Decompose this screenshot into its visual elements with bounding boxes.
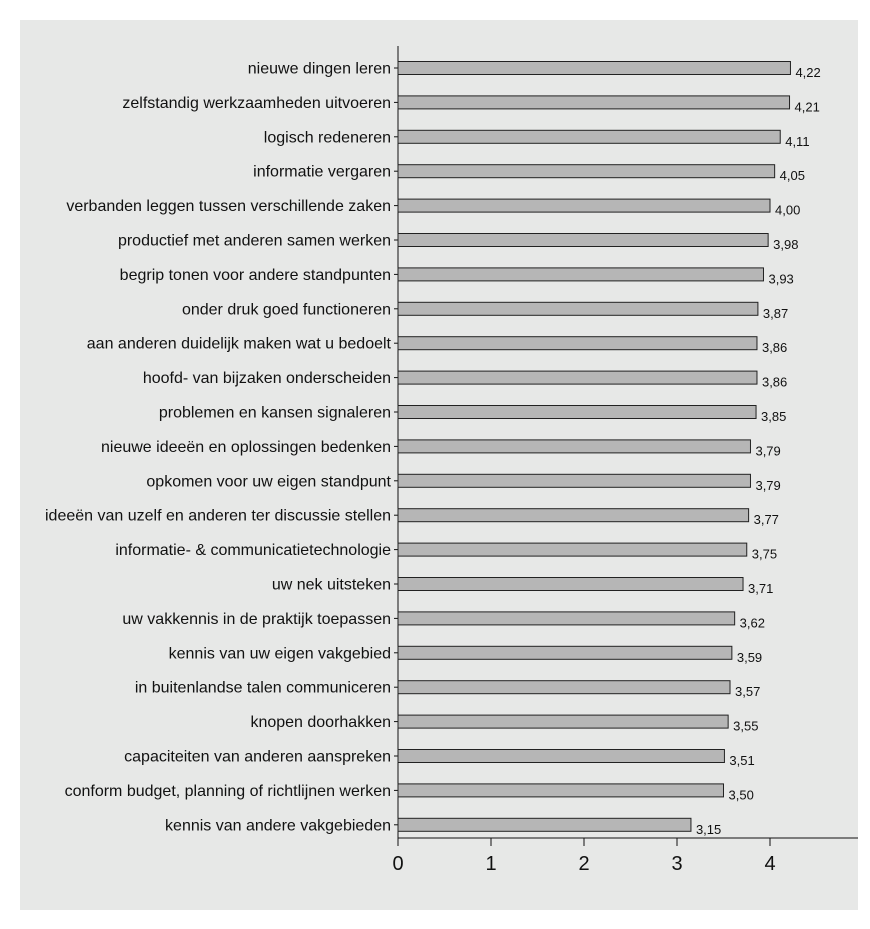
category-label: capaciteiten van anderen aanspreken	[124, 749, 391, 766]
bar	[397, 405, 757, 419]
category-label: uw nek uitsteken	[272, 577, 391, 594]
category-label: conform budget, planning of richtlijnen …	[65, 783, 391, 800]
bar	[397, 817, 692, 832]
value-label: 3,71	[748, 581, 773, 596]
category-label: hoofd- van bijzaken onderscheiden	[143, 370, 391, 387]
value-label: 3,50	[729, 787, 754, 802]
value-label: 3,85	[761, 409, 786, 424]
bar	[397, 61, 791, 75]
bar	[397, 714, 729, 729]
x-tick-label: 1	[485, 853, 496, 875]
bar	[397, 164, 776, 179]
value-label: 3,15	[696, 822, 721, 837]
category-label: ideeën van uzelf en anderen ter discussi…	[45, 508, 391, 525]
category-label: verbanden leggen tussen verschillende za…	[66, 198, 391, 215]
category-label: informatie vergaren	[253, 164, 391, 181]
value-label: 3,55	[733, 719, 758, 734]
category-label: problemen en kansen signaleren	[159, 405, 391, 422]
bar	[397, 542, 748, 557]
value-label: 4,21	[795, 99, 820, 114]
bar	[397, 370, 758, 385]
value-label: 3,79	[755, 478, 780, 493]
value-label: 3,59	[737, 650, 762, 665]
chart-panel: 0 1 2 3 4 5 nieuwe dingen leren 4,22 zelfstandig…	[20, 20, 858, 910]
category-label: onder druk goed functioneren	[182, 301, 391, 318]
bar	[397, 301, 759, 316]
bar	[397, 198, 771, 213]
bar	[397, 336, 758, 351]
value-label: 3,75	[752, 547, 777, 562]
bar	[397, 680, 731, 695]
x-tick-label: 2	[578, 853, 589, 875]
value-label: 4,11	[785, 134, 809, 149]
bar	[397, 129, 781, 144]
category-label: informatie- & communicatietechnologie	[115, 542, 391, 559]
value-label: 3,93	[768, 271, 793, 286]
value-label: 3,86	[762, 340, 787, 355]
category-label: productief met anderen samen werken	[118, 233, 391, 250]
category-label: uw vakkennis in de praktijk toepassen	[122, 611, 391, 628]
bar	[397, 233, 769, 247]
value-label: 3,87	[763, 306, 788, 321]
bar	[397, 439, 751, 454]
category-label: aan anderen duidelijk maken wat u bedoel…	[87, 336, 392, 353]
value-label: 3,62	[740, 615, 765, 630]
value-label: 3,98	[773, 237, 798, 252]
category-label: kennis van uw eigen vakgebied	[169, 645, 391, 662]
category-label: begrip tonen voor andere standpunten	[120, 267, 391, 284]
bar-chart: 0 1 2 3 4 5 nieuwe dingen leren 4,22 zelfstandig…	[45, 46, 858, 875]
category-label: kennis van andere vakgebieden	[165, 817, 391, 834]
value-label: 3,51	[729, 753, 754, 768]
x-tick-label: 3	[671, 853, 682, 875]
x-tick-label: 5	[857, 853, 858, 875]
bar	[397, 577, 744, 591]
value-label: 3,57	[735, 684, 760, 699]
bar	[397, 749, 725, 763]
bar	[397, 508, 750, 523]
bar	[397, 473, 751, 488]
category-label: knopen doorhakken	[250, 714, 391, 731]
value-label: 3,77	[754, 512, 779, 527]
bar	[397, 783, 724, 798]
category-label: nieuwe ideeën en oplossingen bedenken	[101, 439, 391, 456]
bar	[397, 95, 791, 110]
value-label: 4,00	[775, 203, 800, 218]
x-tick-label: 4	[764, 853, 775, 875]
category-label: nieuwe dingen leren	[248, 61, 391, 78]
value-label: 3,79	[755, 443, 780, 458]
value-label: 3,86	[762, 375, 787, 390]
category-label: in buitenlandse talen communiceren	[135, 680, 391, 697]
category-label: zelfstandig werkzaamheden uitvoeren	[122, 95, 391, 112]
bar	[397, 611, 736, 626]
value-label: 4,22	[795, 65, 820, 80]
category-label: opkomen voor uw eigen standpunt	[146, 473, 391, 490]
x-tick-label: 0	[392, 853, 403, 875]
bar	[397, 645, 733, 660]
value-label: 4,05	[780, 168, 805, 183]
bar	[397, 267, 764, 282]
category-label: logisch redeneren	[264, 129, 391, 146]
